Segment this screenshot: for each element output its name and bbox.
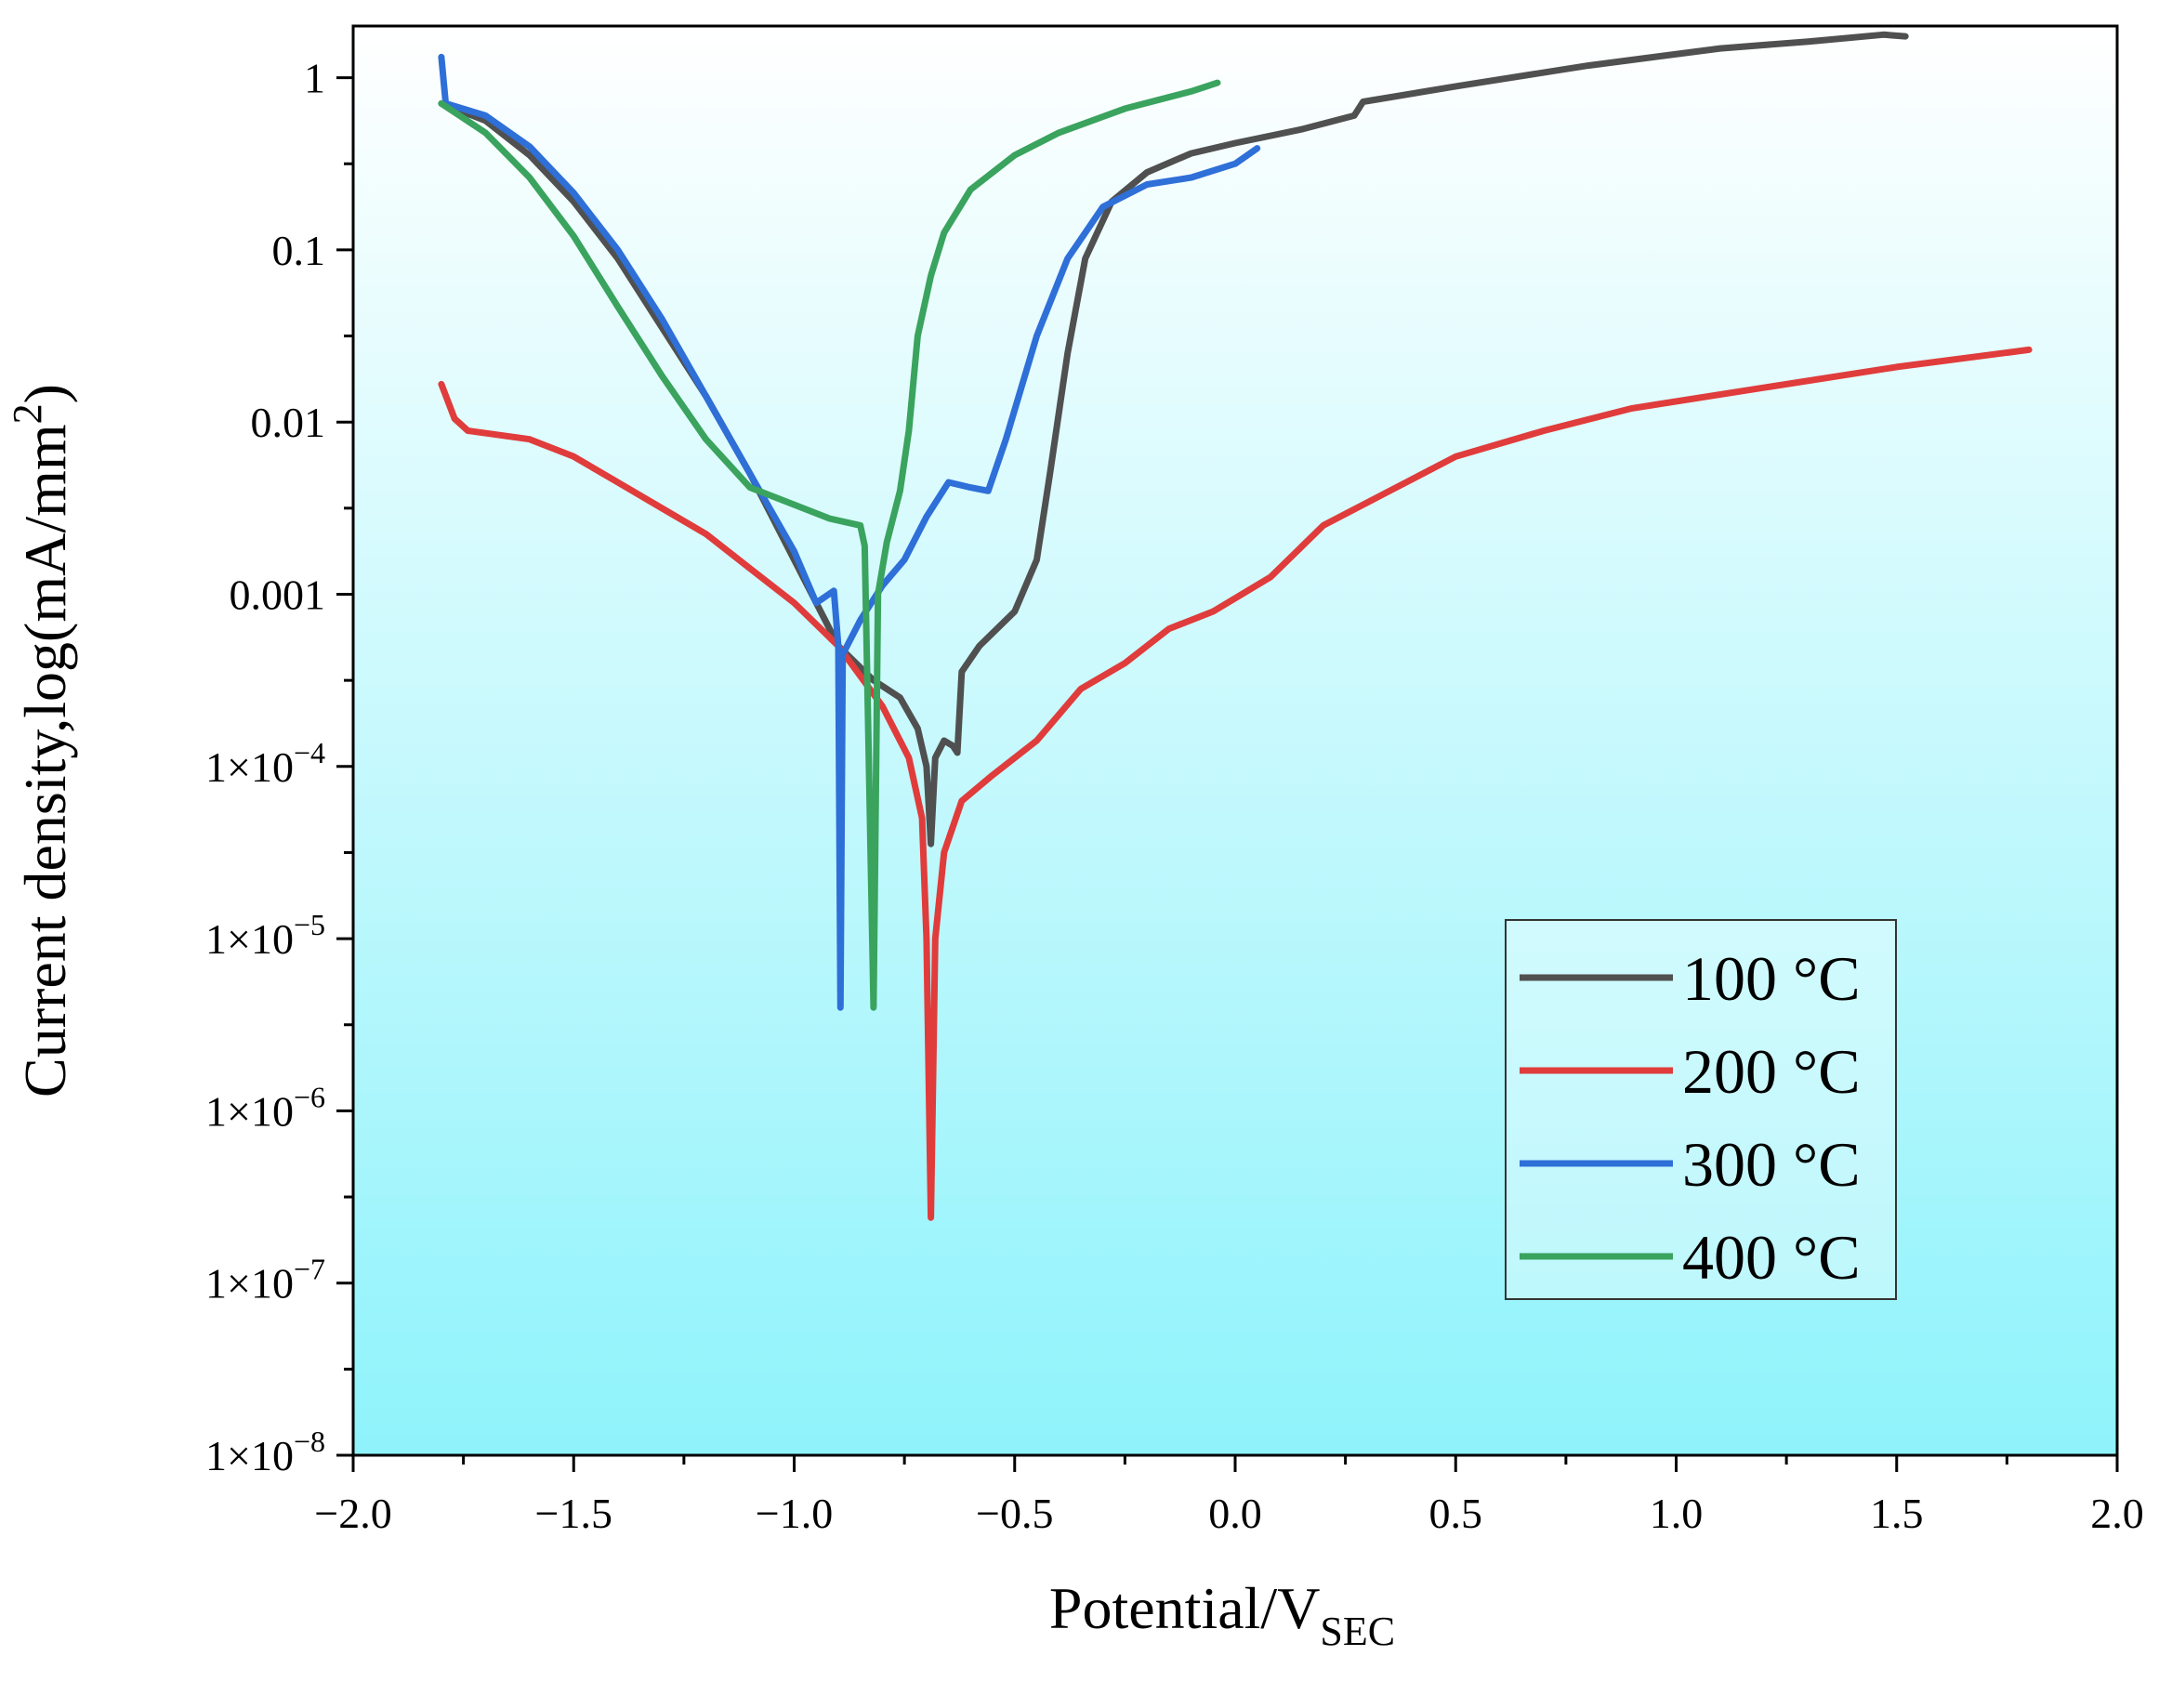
y-axis-title: Current density,log(mA/mm2) <box>5 384 78 1097</box>
y-axis-title-main: Current density,log(mA/mm <box>12 424 78 1097</box>
y-tick-label: 0.001 <box>230 571 326 618</box>
x-tick-label: 1.0 <box>1650 1490 1704 1537</box>
x-tick-label: 2.0 <box>2090 1490 2144 1537</box>
legend-label-1: 100 °C <box>1682 943 1861 1014</box>
y-tick-label: 1×10−4 <box>205 736 325 791</box>
y-axis-title-superscript: 2 <box>5 403 50 424</box>
legend: 100 °C 200 °C 300 °C 400 °C <box>1505 919 1897 1300</box>
x-tick-label: 1.5 <box>1870 1490 1924 1537</box>
y-tick-label: 1 <box>304 55 325 102</box>
x-tick-label: 0.0 <box>1208 1490 1262 1537</box>
y-tick-label: 1×10−7 <box>205 1253 325 1307</box>
series-line-4 <box>438 79 1221 1011</box>
x-tick-label: −0.5 <box>976 1490 1053 1537</box>
plot-area-background <box>353 26 2117 1455</box>
series-layer <box>438 31 2033 1221</box>
y-axis-title-tail: ) <box>12 384 78 403</box>
x-axis-title-subscript: SEC <box>1320 1609 1395 1654</box>
x-tick-label: −1.0 <box>756 1490 833 1537</box>
legend-label-4: 400 °C <box>1682 1222 1861 1293</box>
series-line-2 <box>438 346 2033 1221</box>
x-axis-title-main: Potential/V <box>1049 1575 1321 1641</box>
y-axis: 1 0.1 0.01 0.001 1×10−4 1×10−5 1×10−6 1×10−7 1×1… <box>205 55 353 1479</box>
y-tick-label: 0.01 <box>251 399 326 446</box>
y-tick-label: 1×10−5 <box>205 908 325 963</box>
x-tick-label: 0.5 <box>1429 1490 1483 1537</box>
y-axis-title-group: Current density,log(mA/mm2) <box>5 384 78 1097</box>
x-tick-label: −1.5 <box>535 1490 612 1537</box>
series-line-3 <box>438 53 1261 1011</box>
x-tick-label: −2.0 <box>314 1490 391 1537</box>
y-tick-label: 1×10−8 <box>205 1425 325 1479</box>
x-axis: −2.0 −1.5 −1.0 −0.5 0.0 0.5 1.0 1.5 2.0 <box>314 1455 2144 1537</box>
legend-label-3: 300 °C <box>1682 1129 1861 1200</box>
x-axis-title: Potential/VSEC <box>1049 1575 1395 1654</box>
legend-label-2: 200 °C <box>1682 1036 1861 1107</box>
y-tick-label: 0.1 <box>272 227 326 274</box>
y-tick-label: 1×10−6 <box>205 1080 325 1135</box>
legend-box <box>1505 919 1897 1300</box>
